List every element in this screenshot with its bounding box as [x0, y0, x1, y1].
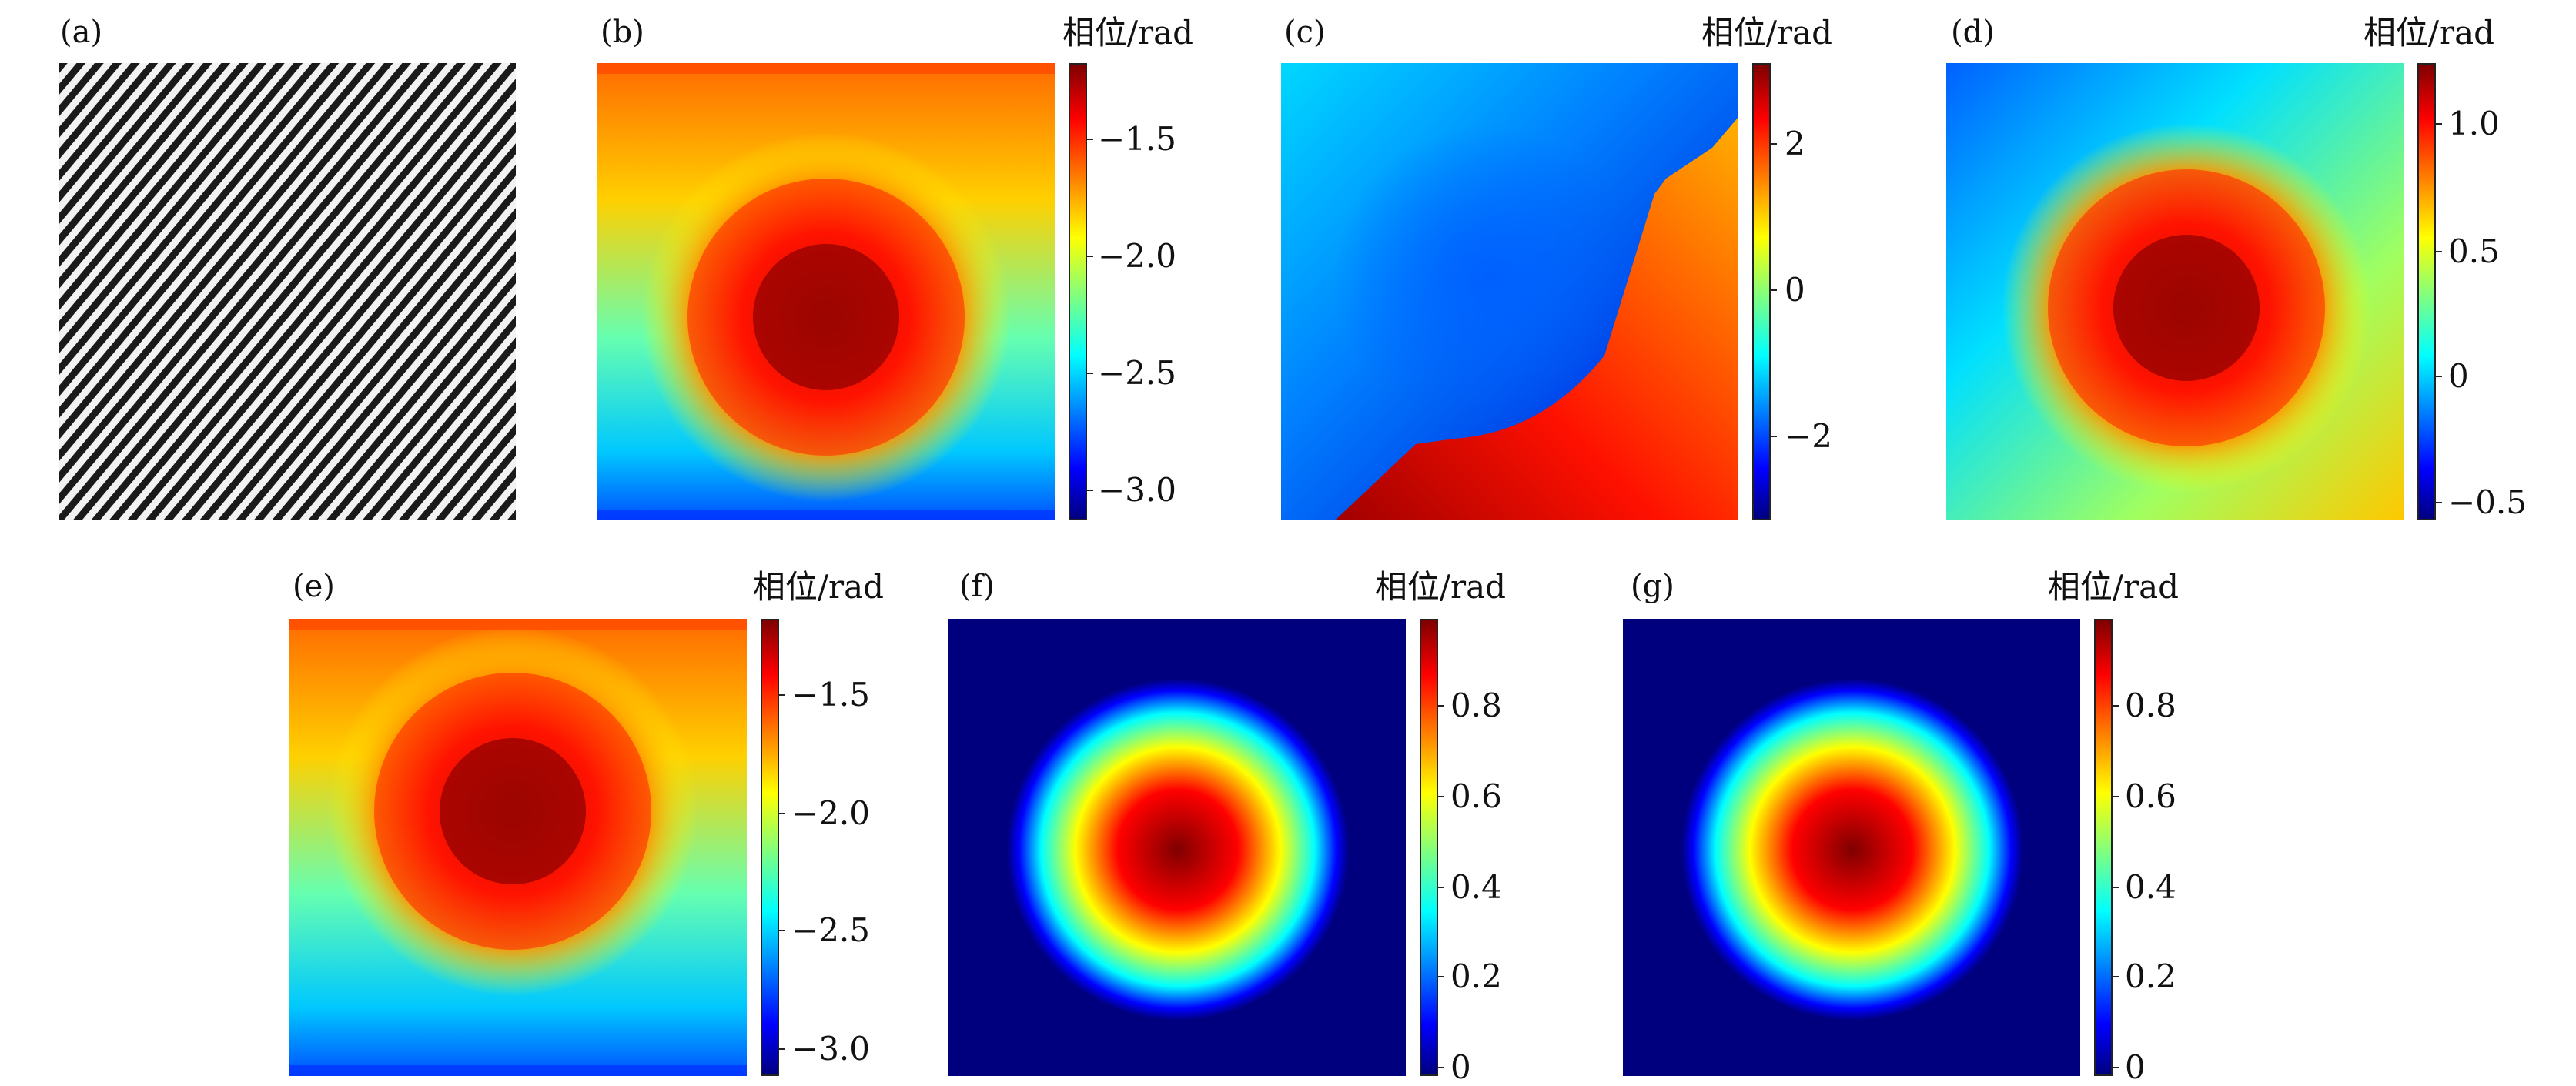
panel-label: (e) [293, 569, 335, 604]
colorbar-tick: 0.4 [2125, 868, 2176, 906]
colorbar-tick: −3.0 [791, 1030, 870, 1068]
colorbar-tick: 0.6 [2125, 777, 2176, 815]
panel-label: (b) [601, 15, 644, 50]
colorbar-tick: 2 [1785, 125, 1805, 162]
colorbar-tick: −1.5 [791, 676, 870, 713]
colorbar-tick: −3.0 [1098, 471, 1176, 509]
colorbar-tick: 0.5 [2448, 232, 2500, 270]
colorbar-tick: 0.8 [2125, 687, 2176, 724]
panel-label: (g) [1631, 569, 1674, 604]
phase-map-image [289, 619, 747, 1076]
colorbar-title: 相位/rad [1062, 14, 1193, 52]
colorbar-tick: 0 [1785, 271, 1805, 309]
panel-label: (a) [60, 15, 103, 50]
colorbar [1069, 63, 1087, 520]
panel-label: (f) [959, 569, 995, 604]
colorbar [1420, 619, 1438, 1076]
colorbar [761, 619, 779, 1076]
fringe-pattern-image [59, 63, 516, 520]
wrapped-phase-image [1281, 63, 1738, 520]
colorbar-tick: 0 [2125, 1048, 2146, 1086]
colorbar-tick: 0.6 [1450, 777, 1502, 815]
panel-label: (c) [1284, 15, 1326, 50]
colorbar-tick: 0 [2448, 357, 2469, 395]
colorbar-tick: −2.0 [1098, 237, 1176, 275]
colorbar-tick: −1.5 [1098, 120, 1176, 158]
colorbar-tick: 0.2 [2125, 957, 2176, 995]
colorbar-tick: 1.0 [2448, 105, 2500, 142]
colorbar [1752, 63, 1771, 520]
colorbar-tick: −0.5 [2448, 483, 2527, 521]
phase-map-image [948, 619, 1406, 1076]
colorbar-tick: 0.8 [1450, 687, 1502, 724]
colorbar-tick: 0 [1450, 1048, 1471, 1086]
colorbar-tick: −2.5 [1098, 354, 1176, 392]
colorbar-title: 相位/rad [752, 568, 884, 606]
colorbar-tick: 0.4 [1450, 868, 1502, 906]
colorbar-tick: −2 [1785, 417, 1832, 455]
unwrapped-phase-image [1946, 63, 2404, 520]
colorbar-tick: 0.2 [1450, 957, 1502, 995]
panel-label: (d) [1951, 15, 1995, 50]
colorbar [2094, 619, 2113, 1076]
colorbar-title: 相位/rad [1374, 568, 1506, 606]
colorbar [2417, 63, 2436, 520]
colorbar-tick: −2.5 [791, 911, 870, 949]
colorbar-title: 相位/rad [1701, 14, 1832, 52]
phase-map-image [1623, 619, 2080, 1076]
colorbar-title: 相位/rad [2363, 14, 2494, 52]
phase-map-image [597, 63, 1055, 520]
colorbar-title: 相位/rad [2047, 568, 2179, 606]
colorbar-tick: −2.0 [791, 794, 870, 832]
